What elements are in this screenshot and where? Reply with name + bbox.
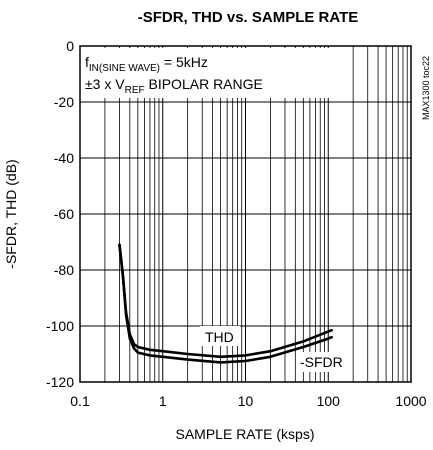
y-tick-label: -80: [54, 262, 74, 278]
series-label-thd: THD: [205, 329, 234, 345]
annotation-line-2: ±3 x VREF BIPOLAR RANGE: [85, 76, 263, 96]
y-tick-label: -120: [46, 374, 74, 390]
thd-label-background: [200, 326, 240, 346]
side-label: MAX1300 toc22: [421, 56, 431, 120]
sfdr-label-background: [296, 352, 348, 372]
annotation-line-2-main: ±3 x V: [85, 76, 125, 92]
annotation-line-1-main: f: [85, 54, 89, 70]
annotation-line-1-rest: = 5kHz: [160, 54, 208, 70]
annotation-line-2-rest: BIPOLAR RANGE: [145, 76, 263, 92]
x-tick-label: 1: [159, 393, 167, 409]
y-tick-label: -20: [54, 94, 74, 110]
plot-frame: [79, 45, 412, 383]
tick-layer: 0.1 1 10 100 1000 0 -20 -40 -60 -80 -100 -120: [46, 38, 427, 409]
annotation-background: [80, 48, 330, 98]
y-tick-label: -40: [54, 150, 74, 166]
y-axis-label: -SFDR, THD (dB): [3, 159, 19, 268]
y-tick-label: 0: [66, 38, 74, 54]
x-tick-label: 10: [238, 393, 254, 409]
series-layer: [118, 243, 333, 364]
chart-title: -SFDR, THD vs. SAMPLE RATE: [138, 9, 359, 26]
series-line-sfdr: [118, 243, 333, 364]
annotation-line-1-subscript: IN(SINE WAVE): [89, 63, 160, 74]
x-tick-label: 100: [317, 393, 341, 409]
y-tick-label: -60: [54, 206, 74, 222]
x-tick-label: 0.1: [70, 393, 90, 409]
y-tick-label: -100: [46, 318, 74, 334]
annotation-line-1: fIN(SINE WAVE) = 5kHz: [85, 54, 208, 74]
series-label-sfdr: -SFDR: [300, 354, 343, 370]
x-axis-label: SAMPLE RATE (ksps): [176, 426, 315, 442]
x-tick-label: 1000: [395, 393, 426, 409]
annotation-line-2-subscript: REF: [125, 85, 145, 96]
annotation-layer: fIN(SINE WAVE) = 5kHz ±3 x VREF BIPOLAR …: [80, 48, 348, 372]
